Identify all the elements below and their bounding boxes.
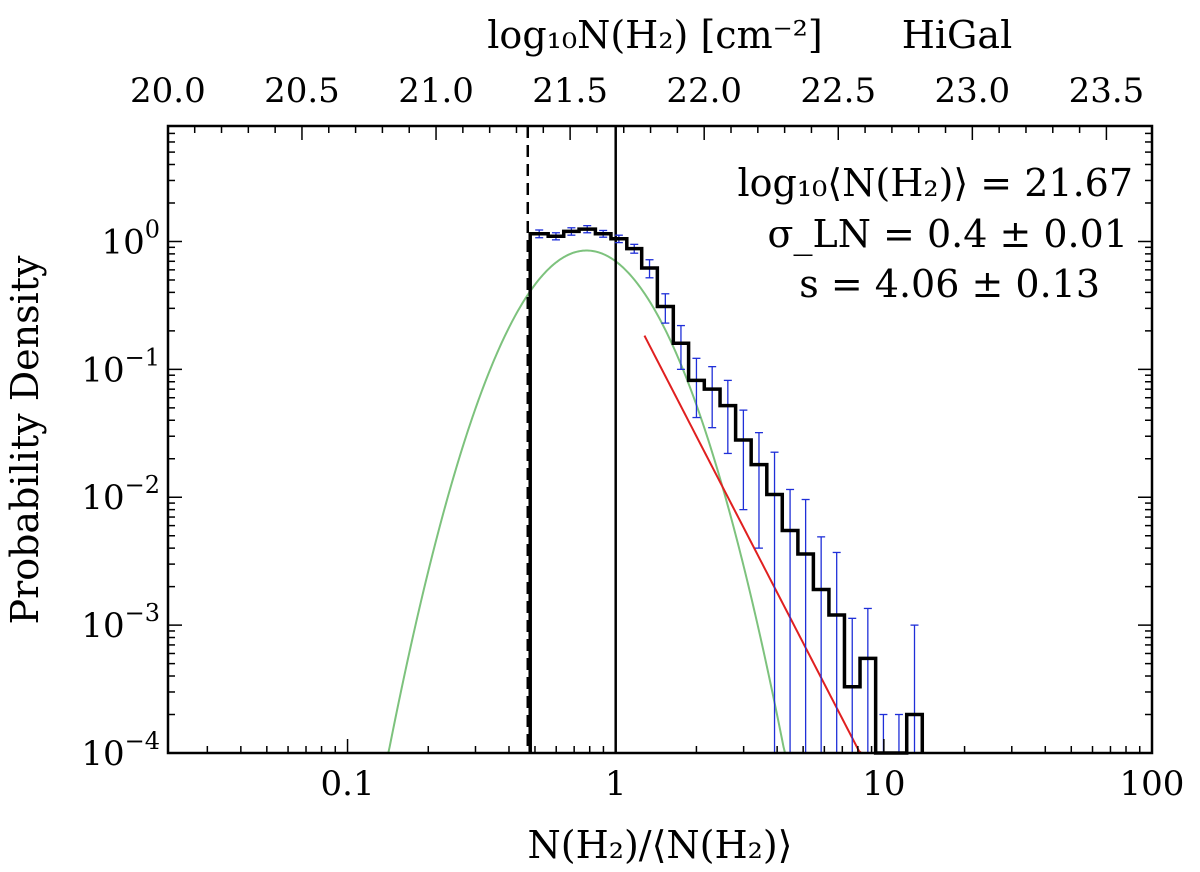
- top-tick-label: 23.0: [934, 71, 1010, 111]
- y-tick-label: 10−1: [81, 343, 160, 390]
- error-bar: [910, 624, 919, 753]
- y-tick-label-base: 10: [101, 222, 144, 262]
- top-tick-label: 21.5: [532, 71, 608, 111]
- error-bar: [661, 293, 670, 324]
- plot-frame: [166, 124, 1154, 755]
- y-tick-label-exponent: −2: [125, 471, 160, 499]
- error-bar: [754, 431, 763, 549]
- x-tick-label: 0.1: [321, 764, 375, 804]
- y-tick-label-base: 10: [81, 606, 124, 646]
- error-bar: [676, 324, 685, 371]
- x-tick-label: 1: [605, 764, 627, 804]
- x-tick-label: 100: [1120, 764, 1185, 804]
- error-bar: [832, 551, 841, 753]
- top-axis-title: log₁₀N(H₂) [cm⁻²]: [487, 13, 822, 57]
- y-tick-label-base: 10: [81, 734, 124, 774]
- annotation-mean-column-density: log₁₀⟨N(H₂)⟩ = 21.67: [737, 161, 1133, 205]
- y-tick-label: 10−3: [81, 599, 160, 646]
- annotation-sigma-ln: σ_LN = 0.4 ± 0.01: [768, 212, 1128, 257]
- y-tick-label-exponent: −3: [125, 599, 160, 627]
- series-lognormal-fit: [387, 249, 787, 754]
- error-bar: [801, 498, 810, 753]
- error-bar: [786, 488, 795, 753]
- error-bars-layer: [535, 224, 919, 753]
- y-axis-title: Probability Density: [3, 255, 47, 625]
- y-tick-label-base: 10: [81, 478, 124, 518]
- chart-title-higal: HiGal: [902, 13, 1012, 57]
- fit-curves-layer: [387, 249, 881, 754]
- y-tick-label-exponent: −4: [125, 727, 160, 755]
- error-bar: [692, 357, 701, 419]
- y-tick-label-exponent: −1: [125, 343, 160, 371]
- error-bar: [863, 607, 872, 753]
- y-tick-label: 100: [101, 215, 160, 262]
- x-tick-label: 10: [862, 764, 905, 804]
- top-tick-label: 22.5: [800, 71, 876, 111]
- top-tick-label: 20.5: [264, 71, 340, 111]
- histogram-step: [528, 227, 925, 755]
- x-axis-title: N(H₂)/⟨N(H₂)⟩: [528, 823, 793, 867]
- error-bar: [708, 366, 717, 429]
- error-bar: [817, 536, 826, 753]
- top-tick-label: 21.0: [398, 71, 474, 111]
- top-tick-label: 22.0: [666, 71, 742, 111]
- top-tick-label: 23.5: [1069, 71, 1145, 111]
- top-tick-label: 20.0: [130, 71, 206, 111]
- error-bar: [894, 713, 903, 753]
- series-power-law-fit: [643, 335, 881, 754]
- error-bar: [770, 451, 779, 753]
- y-tick-label-exponent: 0: [145, 215, 160, 243]
- y-tick-label: 10−4: [81, 727, 160, 774]
- annotation-power-law-slope: s = 4.06 ± 0.13: [799, 262, 1100, 306]
- y-tick-label-base: 10: [81, 350, 124, 390]
- error-bar: [723, 379, 732, 455]
- reference-lines-layer: [526, 126, 617, 753]
- y-tick-label: 10−2: [81, 471, 160, 518]
- error-bar: [739, 409, 748, 511]
- histogram-layer: [528, 227, 925, 755]
